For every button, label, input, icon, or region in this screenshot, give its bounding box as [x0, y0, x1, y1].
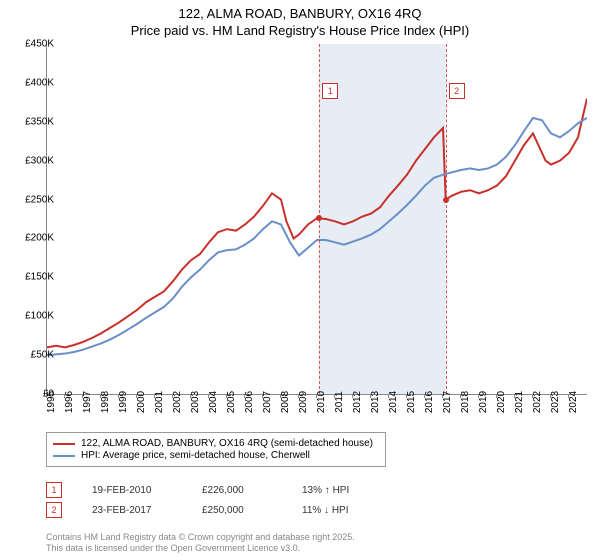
xtick-label: 2004: [208, 391, 219, 413]
series-hpi: [47, 118, 587, 355]
xtick-label: 2010: [316, 391, 327, 413]
chart-container: 122, ALMA ROAD, BANBURY, OX16 4RQ Price …: [0, 0, 600, 560]
ytick-label: £450K: [14, 39, 54, 50]
series-price_paid: [47, 98, 587, 347]
xtick-label: 2003: [190, 391, 201, 413]
chart-area: 12: [46, 44, 587, 395]
xtick-label: 2007: [262, 391, 273, 413]
xtick-label: 1998: [100, 391, 111, 413]
sale-point-dot: [316, 215, 322, 221]
xtick-label: 2022: [532, 391, 543, 413]
ytick-label: £350K: [14, 116, 54, 127]
legend-item: 122, ALMA ROAD, BANBURY, OX16 4RQ (semi-…: [53, 438, 379, 449]
footer-line2: This data is licensed under the Open Gov…: [46, 543, 355, 554]
legend-label: 122, ALMA ROAD, BANBURY, OX16 4RQ (semi-…: [81, 438, 373, 449]
xtick-label: 2008: [280, 391, 291, 413]
xtick-label: 2021: [514, 391, 525, 413]
xtick-label: 2019: [478, 391, 489, 413]
xtick-label: 2002: [172, 391, 183, 413]
xtick-label: 2011: [334, 391, 345, 413]
xtick-label: 2006: [244, 391, 255, 413]
sale-delta: 13% ↑ HPI: [302, 485, 349, 496]
xtick-label: 2000: [136, 391, 147, 413]
xtick-label: 2014: [388, 391, 399, 413]
ytick-label: £250K: [14, 194, 54, 205]
title-line1: 122, ALMA ROAD, BANBURY, OX16 4RQ: [0, 6, 600, 23]
xtick-label: 2012: [352, 391, 363, 413]
sale-price: £250,000: [202, 505, 272, 516]
xtick-label: 2013: [370, 391, 381, 413]
marker-line: [446, 44, 447, 394]
ytick-label: £150K: [14, 272, 54, 283]
footer-line1: Contains HM Land Registry data © Crown c…: [46, 532, 355, 543]
footer: Contains HM Land Registry data © Crown c…: [46, 532, 355, 554]
sale-marker-icon: 2: [46, 502, 62, 518]
xtick-label: 1997: [82, 391, 93, 413]
legend: 122, ALMA ROAD, BANBURY, OX16 4RQ (semi-…: [46, 432, 386, 467]
xtick-label: 2018: [460, 391, 471, 413]
ytick-label: £400K: [14, 77, 54, 88]
sale-date: 19-FEB-2010: [92, 485, 172, 496]
xtick-label: 2016: [424, 391, 435, 413]
legend-label: HPI: Average price, semi-detached house,…: [81, 450, 310, 461]
marker-label: 1: [322, 83, 338, 99]
sale-price: £226,000: [202, 485, 272, 496]
ytick-label: £100K: [14, 311, 54, 322]
xtick-label: 2005: [226, 391, 237, 413]
xtick-label: 1999: [118, 391, 129, 413]
sale-date: 23-FEB-2017: [92, 505, 172, 516]
xtick-label: 1996: [64, 391, 75, 413]
legend-swatch: [53, 455, 75, 457]
ytick-label: £50K: [14, 350, 54, 361]
marker-label: 2: [449, 83, 465, 99]
xtick-label: 2009: [298, 391, 309, 413]
sales-table: 1 19-FEB-2010 £226,000 13% ↑ HPI 2 23-FE…: [46, 478, 349, 522]
ytick-label: £200K: [14, 233, 54, 244]
xtick-label: 2023: [550, 391, 561, 413]
sale-marker-icon: 1: [46, 482, 62, 498]
xtick-label: 2024: [568, 391, 579, 413]
sale-delta: 11% ↓ HPI: [302, 505, 349, 516]
legend-item: HPI: Average price, semi-detached house,…: [53, 450, 379, 461]
sales-row: 1 19-FEB-2010 £226,000 13% ↑ HPI: [46, 482, 349, 498]
xtick-label: 2001: [154, 391, 165, 413]
title-line2: Price paid vs. HM Land Registry's House …: [0, 23, 600, 40]
sales-row: 2 23-FEB-2017 £250,000 11% ↓ HPI: [46, 502, 349, 518]
xtick-label: 1995: [46, 391, 57, 413]
xtick-label: 2015: [406, 391, 417, 413]
ytick-label: £300K: [14, 155, 54, 166]
sale-point-dot: [443, 197, 449, 203]
title-block: 122, ALMA ROAD, BANBURY, OX16 4RQ Price …: [0, 0, 600, 40]
legend-swatch: [53, 443, 75, 445]
xtick-label: 2017: [442, 391, 453, 413]
xtick-label: 2020: [496, 391, 507, 413]
